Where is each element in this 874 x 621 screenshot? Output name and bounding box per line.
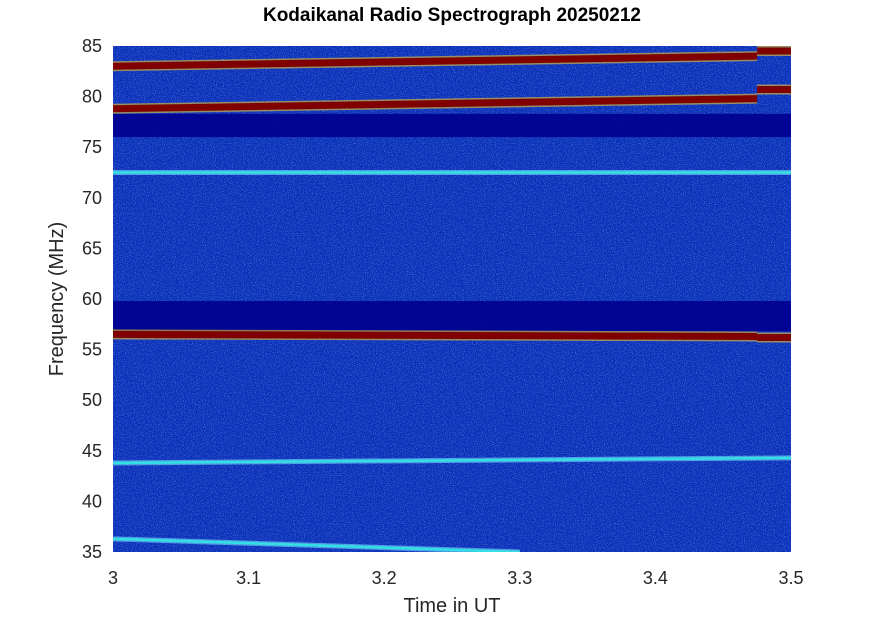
- x-tick-label-4: 3.4: [643, 568, 668, 588]
- plot-area: [113, 46, 791, 552]
- suppressed-band-1: [113, 113, 791, 138]
- emission-band-8: [113, 536, 520, 552]
- y-tick-label-6: 65: [82, 238, 102, 258]
- x-tick-label-1: 3.1: [236, 568, 261, 588]
- x-tick-label-5: 3.5: [778, 568, 803, 588]
- x-tick-label-3: 3.3: [507, 568, 532, 588]
- y-tick-label-9: 80: [82, 87, 102, 107]
- y-tick-label-7: 70: [82, 188, 102, 208]
- emission-band-5: [113, 329, 758, 342]
- y-axis-ticks: 35 40 45 50 55 60 65 70 75 80 85: [82, 36, 102, 562]
- y-tick-label-8: 75: [82, 137, 102, 157]
- y-tick-label-2: 45: [82, 441, 102, 461]
- x-tick-label-0: 3: [108, 568, 118, 588]
- y-tick-label-4: 55: [82, 340, 102, 360]
- y-tick-label-0: 35: [82, 542, 102, 562]
- emission-band-2: [113, 93, 758, 114]
- y-tick-label-5: 60: [82, 289, 102, 309]
- chart-title: Kodaikanal Radio Spectrograph 20250212: [263, 5, 641, 26]
- x-tick-label-2: 3.2: [372, 568, 397, 588]
- suppressed-band-0: [113, 301, 791, 332]
- y-tick-label-3: 50: [82, 390, 102, 410]
- y-axis-label: Frequency (MHz): [46, 222, 68, 376]
- y-tick-label-10: 85: [82, 36, 102, 56]
- emission-band-0: [113, 51, 758, 72]
- emission-band-7: [113, 455, 791, 466]
- suppressed-bands: [113, 113, 791, 332]
- x-axis-ticks: 3 3.1 3.2 3.3 3.4 3.5: [108, 568, 804, 588]
- emission-bands: [113, 46, 791, 552]
- x-axis-label: Time in UT: [403, 595, 500, 617]
- y-tick-label-1: 40: [82, 491, 102, 511]
